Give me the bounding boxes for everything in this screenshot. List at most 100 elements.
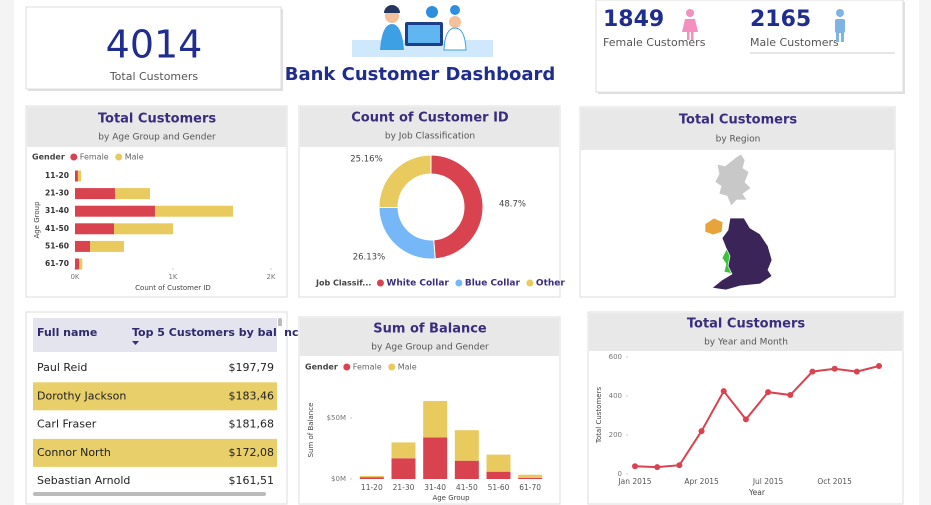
row-highlight <box>33 382 277 411</box>
legend-swatch <box>70 153 78 161</box>
legend-swatch <box>388 363 396 371</box>
legend-label: Male <box>125 153 144 162</box>
scrollbar-v <box>278 318 282 328</box>
y-tick-label: 41-50 <box>45 224 69 233</box>
legend-swatch <box>376 279 384 287</box>
x-tick-label: Jan 2015 <box>617 477 651 486</box>
x-tick-label: 61-70 <box>519 483 541 492</box>
data-label: 26.13% <box>353 253 385 263</box>
bar <box>77 170 82 182</box>
male-icon <box>835 9 845 42</box>
y-tick-label: 51-60 <box>45 241 69 250</box>
legend-title: Job Classif... <box>315 279 371 288</box>
cell: $197,79 <box>229 361 275 374</box>
x-tick-label: Apr 2015 <box>684 477 719 486</box>
legend-label: Male <box>398 363 417 372</box>
column-header: Full name <box>37 326 97 339</box>
kpi-label: Total Customers <box>109 70 199 83</box>
point <box>676 462 683 469</box>
y-tick-label: 61-70 <box>45 259 69 268</box>
cell: $172,08 <box>229 446 275 459</box>
bar <box>359 477 384 479</box>
line <box>634 365 880 469</box>
point <box>853 368 860 375</box>
bar <box>114 188 150 200</box>
sort-arrow <box>132 341 139 345</box>
point <box>698 428 705 435</box>
bar <box>391 458 416 479</box>
bar <box>359 475 384 478</box>
point <box>831 365 838 372</box>
x-axis-title: Year <box>748 488 766 497</box>
kpi-label: Female Customers <box>603 36 706 49</box>
legend-swatch <box>115 153 123 161</box>
kpi-label: Male Customers <box>750 36 839 49</box>
legend-title: Gender <box>32 153 65 162</box>
bar <box>391 442 416 459</box>
card-header <box>581 108 894 150</box>
x-tick-label: 21-30 <box>393 483 415 492</box>
kpi-card <box>595 0 904 93</box>
y-tick-label: 0 <box>618 470 622 478</box>
kpi-value: 4014 <box>106 23 203 67</box>
cell: $181,68 <box>229 418 275 431</box>
bar <box>423 437 448 479</box>
chart-title: Total Customers <box>687 317 805 332</box>
bar <box>75 188 115 200</box>
cell: Sebastian Arnold <box>37 474 130 487</box>
data-label: 25.16% <box>350 155 382 165</box>
bar <box>79 258 83 270</box>
row-highlight <box>33 438 277 467</box>
map-subtitle: by Region <box>716 135 761 145</box>
legend-swatch <box>526 279 534 287</box>
y-tick-label: 21-30 <box>45 189 69 198</box>
kpi-value: 2165 <box>750 7 811 32</box>
card-header <box>300 318 559 356</box>
chart-title: Count of Customer ID <box>351 111 509 126</box>
legend-label: White Collar <box>386 279 449 289</box>
bar <box>75 240 90 252</box>
x-tick-label: 41-50 <box>456 483 478 492</box>
chart-subtitle: by Age Group and Gender <box>98 133 216 143</box>
bar <box>75 170 78 182</box>
map-title: Total Customers <box>679 113 797 128</box>
x-tick-label: 11-20 <box>361 483 383 492</box>
x-tick-label: 51-60 <box>488 483 510 492</box>
y-tick-label: 31-40 <box>45 206 69 215</box>
bar <box>114 223 173 235</box>
cell: Carl Fraser <box>37 418 97 431</box>
logo <box>352 5 493 57</box>
x-tick-label: Jul 2015 <box>752 477 784 486</box>
point <box>654 464 661 471</box>
y-tick-label: 11-20 <box>45 171 69 180</box>
y-tick-label: $50M <box>327 414 346 422</box>
kpi-card <box>25 6 282 90</box>
y-axis-title: Age Group <box>33 201 41 239</box>
x-axis-title: Count of Customer ID <box>135 284 211 292</box>
chart-subtitle: by Age Group and Gender <box>371 343 489 353</box>
card-header <box>589 313 902 351</box>
cell: $183,46 <box>229 389 275 402</box>
column-header: Top 5 Customers by balanc <box>132 326 299 339</box>
bar <box>486 454 511 472</box>
bar <box>454 460 479 479</box>
header-clip <box>277 326 285 340</box>
point <box>632 463 638 470</box>
point <box>765 389 772 396</box>
legend-label: Female <box>353 363 382 372</box>
donut-segment <box>430 154 484 260</box>
female-icon <box>682 9 698 40</box>
donut-segment <box>378 154 432 209</box>
y-tick-label: 200 <box>609 431 622 439</box>
legend-swatch <box>343 363 351 371</box>
bar <box>75 258 80 270</box>
bar <box>154 205 233 217</box>
map <box>704 153 773 291</box>
bar <box>486 471 511 479</box>
kpi-value: 1849 <box>603 7 664 32</box>
cell: Dorothy Jackson <box>37 389 126 402</box>
bar <box>423 400 448 438</box>
point <box>742 416 749 423</box>
cell: Connor North <box>37 446 111 459</box>
